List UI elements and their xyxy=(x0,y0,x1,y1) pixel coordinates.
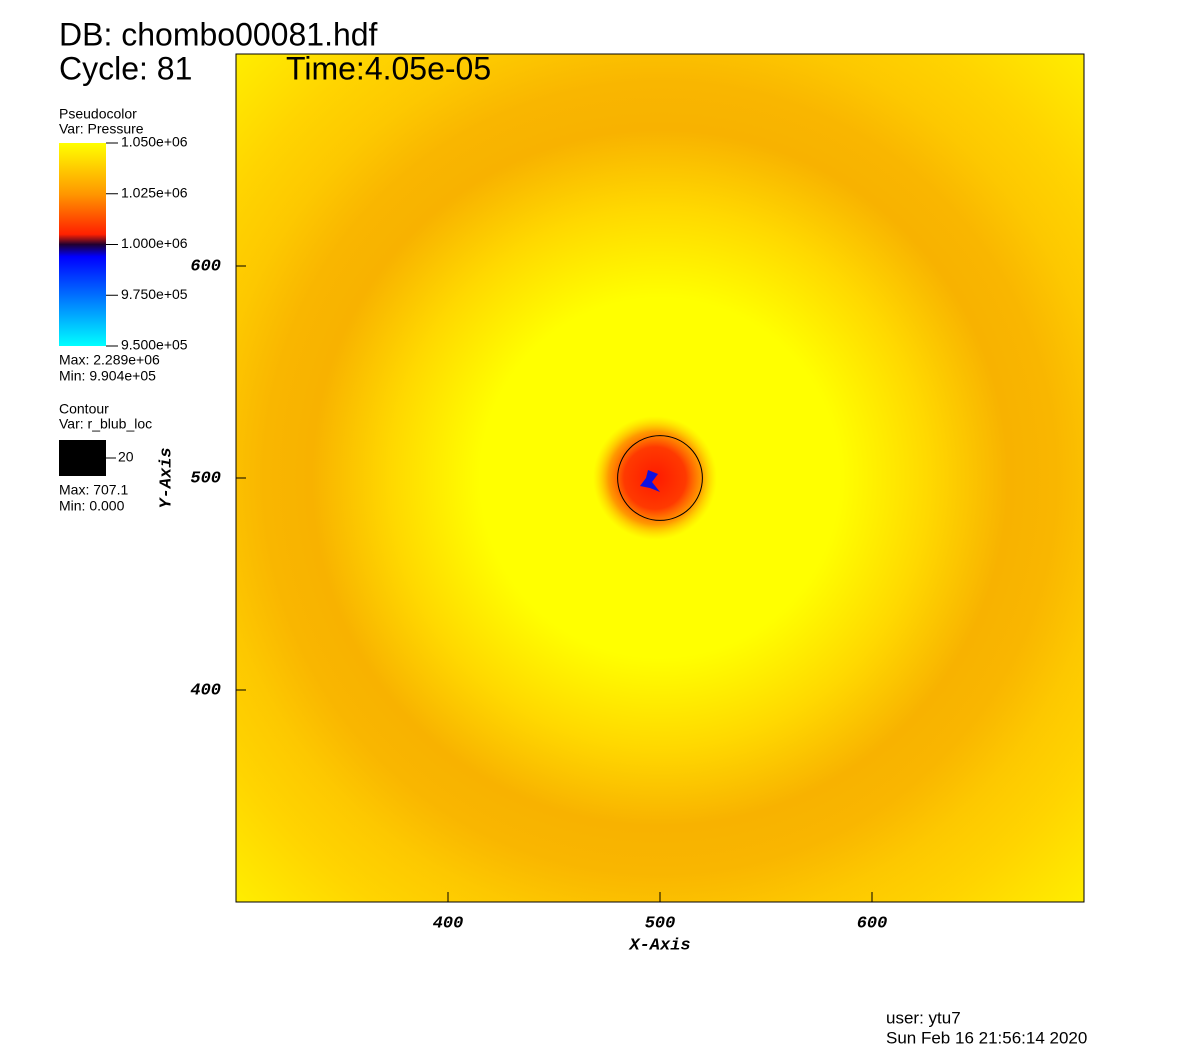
x-axis-title: X-Axis xyxy=(628,936,690,955)
legend-title: Pseudocolor xyxy=(59,106,137,122)
colorbar-tick-label: 1.000e+06 xyxy=(121,235,188,251)
x-tick-label: 500 xyxy=(645,914,676,933)
time: Time:4.05e-05 xyxy=(286,50,491,86)
colorbar-tick-label: 1.050e+06 xyxy=(121,134,188,150)
contour-swatch xyxy=(59,440,106,476)
contour-min: Min: 0.000 xyxy=(59,498,125,514)
field xyxy=(236,54,1084,902)
y-tick-label: 400 xyxy=(190,681,221,700)
y-axis-title: Y-Axis xyxy=(157,447,176,508)
date: Sun Feb 16 21:56:14 2020 xyxy=(886,1028,1087,1047)
field-core xyxy=(640,470,660,492)
contour-legend-label: 20 xyxy=(118,449,134,465)
legend-var: Var: Pressure xyxy=(59,121,144,137)
user: user: ytu7 xyxy=(886,1008,961,1027)
contour-line xyxy=(617,435,703,521)
y-tick-label: 600 xyxy=(190,257,221,276)
contour-var: Var: r_blub_loc xyxy=(59,416,152,432)
colorbar xyxy=(59,143,106,346)
y-tick-label: 500 xyxy=(190,469,221,488)
legend-max: Max: 2.289e+06 xyxy=(59,352,160,368)
legend-min: Min: 9.904e+05 xyxy=(59,368,156,384)
x-tick-label: 600 xyxy=(857,914,888,933)
db-title: DB: chombo00081.hdf xyxy=(59,16,378,52)
cycle: Cycle: 81 xyxy=(59,50,192,86)
x-tick-label: 400 xyxy=(433,914,464,933)
colorbar-tick-label: 1.025e+06 xyxy=(121,184,188,200)
contour-title: Contour xyxy=(59,401,109,417)
colorbar-tick-label: 9.500e+05 xyxy=(121,337,188,353)
contour-max: Max: 707.1 xyxy=(59,482,128,498)
colorbar-tick-label: 9.750e+05 xyxy=(121,286,188,302)
